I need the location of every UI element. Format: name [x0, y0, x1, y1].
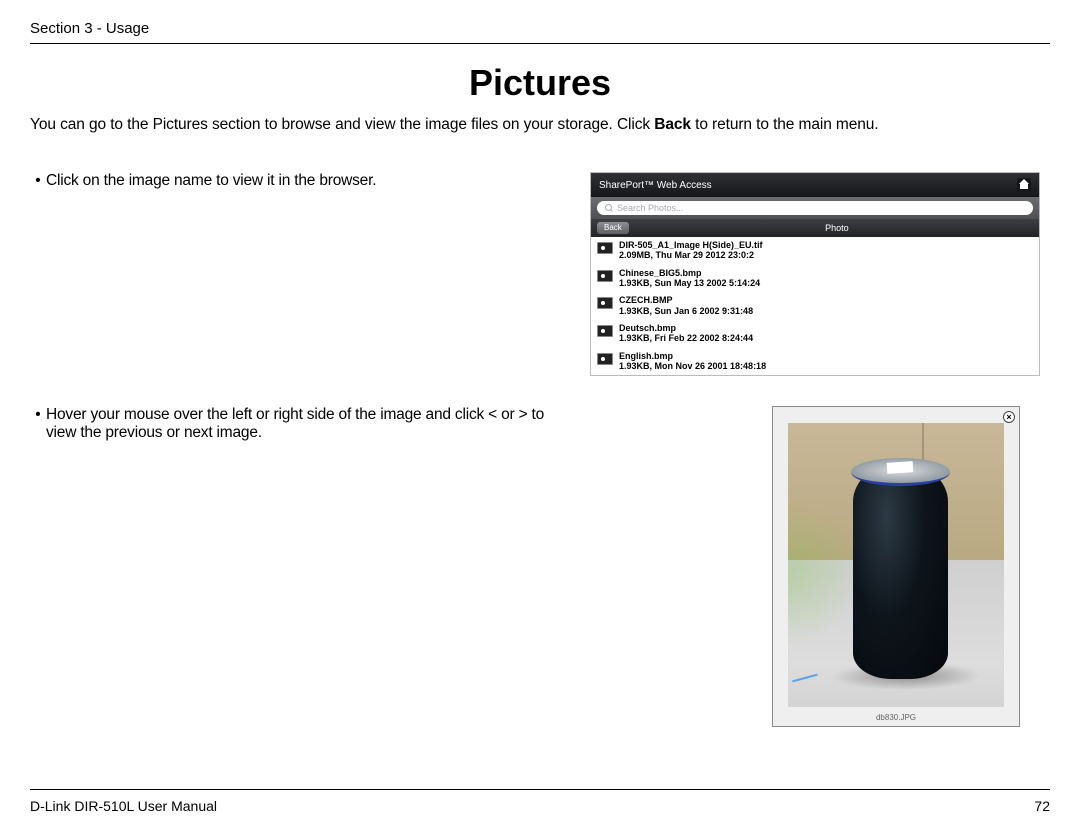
- bullet-1-text: Click on the image name to view it in th…: [46, 172, 570, 190]
- file-sub: 1.93KB, Mon Nov 26 2001 18:48:18: [619, 361, 766, 371]
- row-2: • Hover your mouse over the left or righ…: [30, 406, 1050, 727]
- text-col-2: • Hover your mouse over the left or righ…: [30, 406, 570, 727]
- file-name: Chinese_BIG5.bmp: [619, 268, 760, 278]
- file-sub: 2.09MB, Thu Mar 29 2012 23:0:2: [619, 250, 763, 260]
- screenshot-2-col: × db830.JPG: [590, 406, 1050, 727]
- footer-page: 72: [1034, 798, 1050, 814]
- screenshot-1-col: SharePort™ Web Access Search Photos... B…: [590, 172, 1050, 376]
- file-sub: 1.93KB, Sun Jan 6 2002 9:31:48: [619, 306, 753, 316]
- file-meta: Chinese_BIG5.bmp 1.93KB, Sun May 13 2002…: [619, 268, 760, 289]
- intro-post: to return to the main menu.: [691, 116, 879, 133]
- close-icon[interactable]: ×: [1003, 411, 1015, 423]
- home-icon[interactable]: [1017, 178, 1031, 192]
- row-1: • Click on the image name to view it in …: [30, 172, 1050, 376]
- back-button[interactable]: Back: [597, 222, 629, 234]
- app-title: SharePort™ Web Access: [599, 180, 712, 191]
- file-list: DIR-505_A1_Image H(Side)_EU.tif 2.09MB, …: [591, 237, 1039, 375]
- column-label: Photo: [635, 219, 1039, 237]
- page-footer: D-Link DIR-510L User Manual 72: [30, 789, 1050, 814]
- file-name: CZECH.BMP: [619, 295, 753, 305]
- file-meta: Deutsch.bmp 1.93KB, Fri Feb 22 2002 8:24…: [619, 323, 753, 344]
- image-thumb-icon: [597, 242, 613, 254]
- file-name: DIR-505_A1_Image H(Side)_EU.tif: [619, 240, 763, 250]
- page-title: Pictures: [30, 62, 1050, 104]
- file-list-window: SharePort™ Web Access Search Photos... B…: [590, 172, 1040, 376]
- text-col-1: • Click on the image name to view it in …: [30, 172, 570, 376]
- file-sub: 1.93KB, Sun May 13 2002 5:14:24: [619, 278, 760, 288]
- bullet-1: • Click on the image name to view it in …: [30, 172, 570, 190]
- file-meta: CZECH.BMP 1.93KB, Sun Jan 6 2002 9:31:48: [619, 295, 753, 316]
- file-sub: 1.93KB, Fri Feb 22 2002 8:24:44: [619, 333, 753, 343]
- search-placeholder: Search Photos...: [617, 203, 684, 213]
- image-thumb-icon: [597, 270, 613, 282]
- image-thumb-icon: [597, 353, 613, 365]
- file-name: English.bmp: [619, 351, 766, 361]
- file-item[interactable]: Chinese_BIG5.bmp 1.93KB, Sun May 13 2002…: [591, 265, 1039, 293]
- image-thumb-icon: [597, 297, 613, 309]
- search-input[interactable]: Search Photos...: [597, 201, 1033, 215]
- section-header: Section 3 - Usage: [30, 20, 1050, 44]
- search-bar: Search Photos...: [591, 197, 1039, 219]
- file-item[interactable]: DIR-505_A1_Image H(Side)_EU.tif 2.09MB, …: [591, 237, 1039, 265]
- bullet-2-text: Hover your mouse over the left or right …: [46, 406, 570, 442]
- file-meta: DIR-505_A1_Image H(Side)_EU.tif 2.09MB, …: [619, 240, 763, 261]
- viewer-image[interactable]: [788, 423, 1004, 707]
- app-title-bar: SharePort™ Web Access: [591, 173, 1039, 197]
- file-meta: English.bmp 1.93KB, Mon Nov 26 2001 18:4…: [619, 351, 766, 372]
- file-name: Deutsch.bmp: [619, 323, 753, 333]
- bullet-2: • Hover your mouse over the left or righ…: [30, 406, 570, 442]
- bullet-dot: •: [30, 172, 46, 190]
- bullet-dot: •: [30, 406, 46, 442]
- intro-text: You can go to the Pictures section to br…: [30, 116, 1050, 134]
- intro-bold: Back: [654, 116, 691, 133]
- image-viewer-window: × db830.JPG: [772, 406, 1020, 727]
- search-icon: [605, 204, 613, 212]
- footer-left: D-Link DIR-510L User Manual: [30, 798, 217, 814]
- intro-pre: You can go to the Pictures section to br…: [30, 116, 654, 133]
- list-header: Back Photo: [591, 219, 1039, 237]
- image-thumb-icon: [597, 325, 613, 337]
- file-item[interactable]: English.bmp 1.93KB, Mon Nov 26 2001 18:4…: [591, 348, 1039, 376]
- file-item[interactable]: Deutsch.bmp 1.93KB, Fri Feb 22 2002 8:24…: [591, 320, 1039, 348]
- viewer-caption: db830.JPG: [773, 707, 1019, 726]
- file-item[interactable]: CZECH.BMP 1.93KB, Sun Jan 6 2002 9:31:48: [591, 292, 1039, 320]
